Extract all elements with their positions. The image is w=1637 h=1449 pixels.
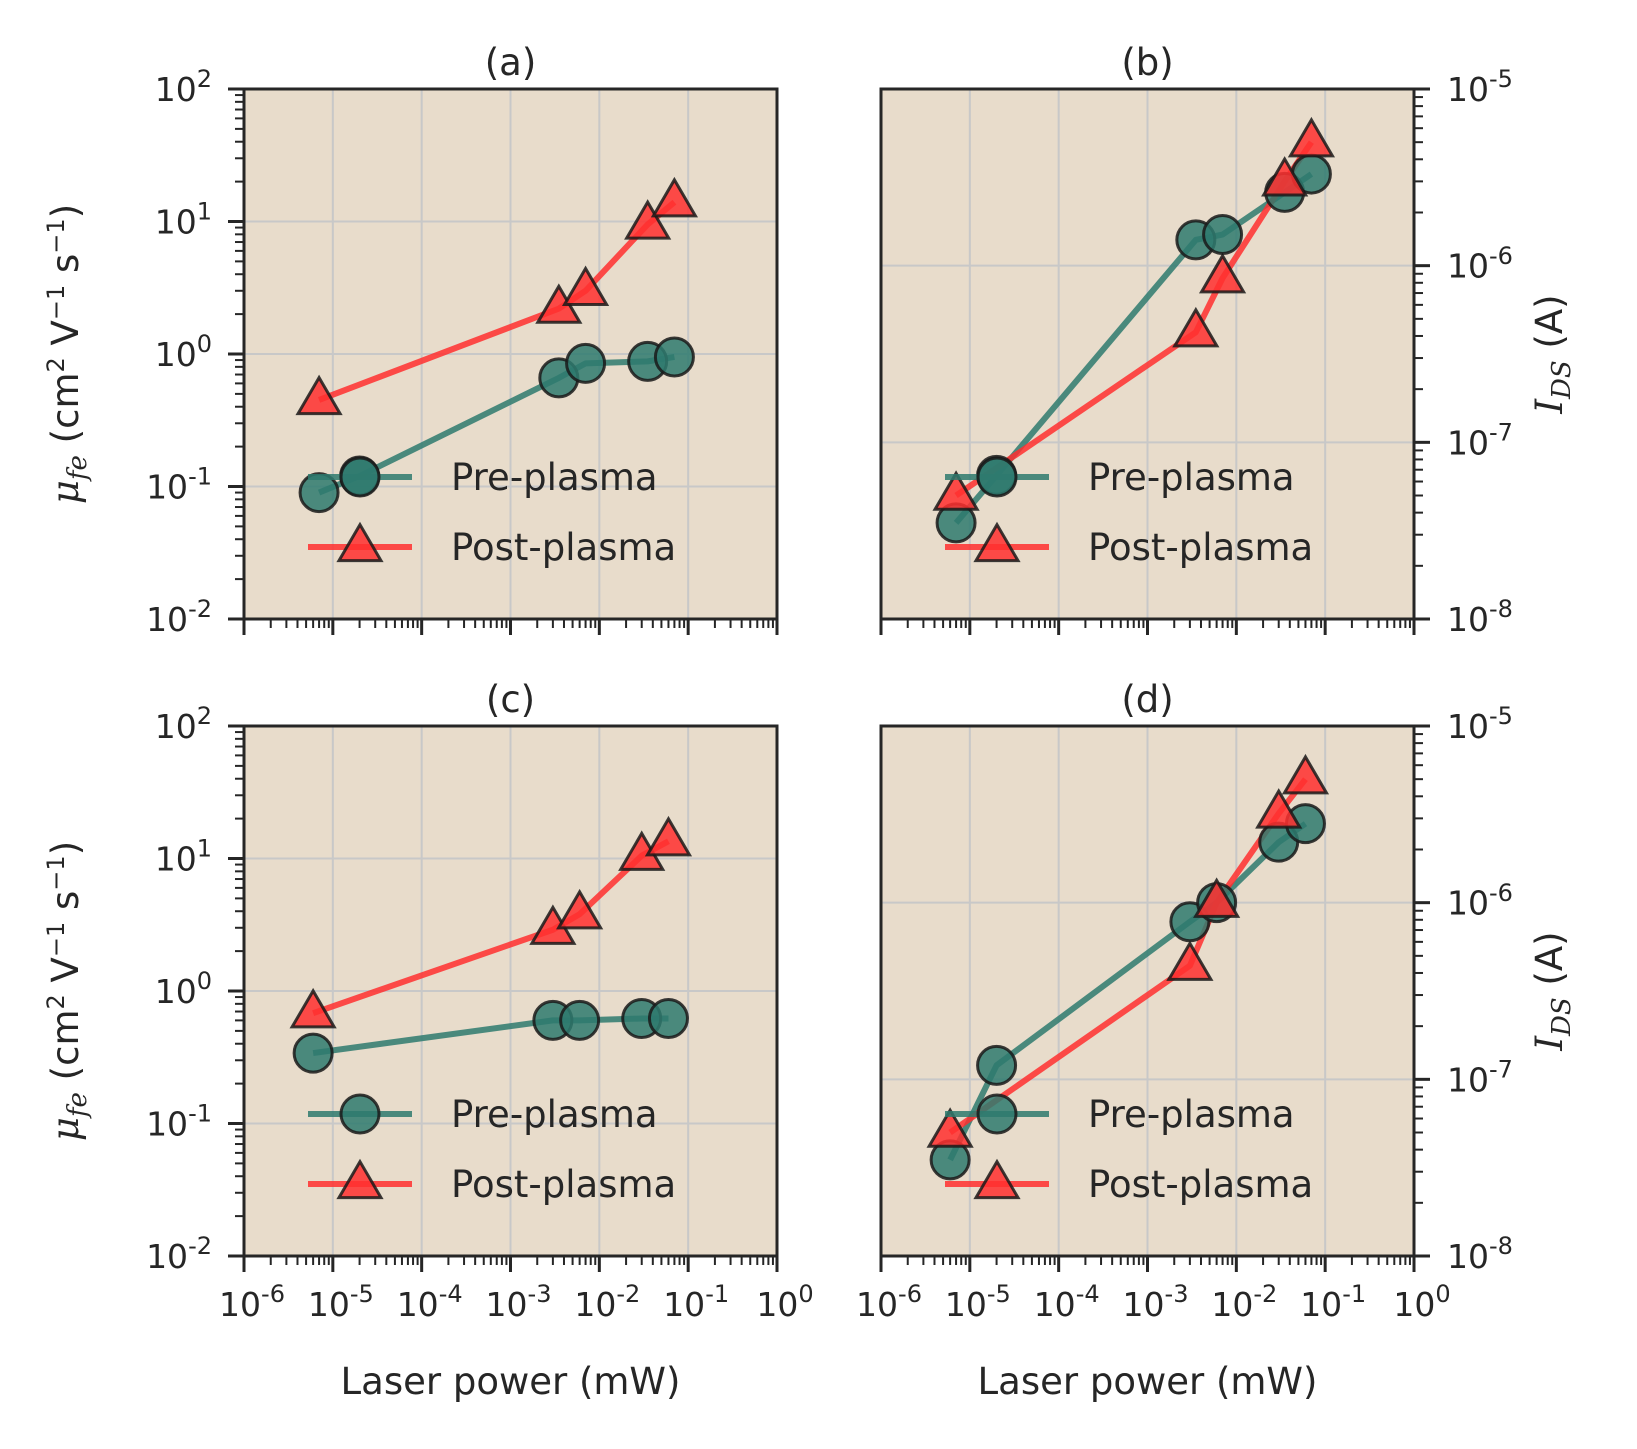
data-point-post-plasma — [556, 888, 604, 930]
x-tick-label: 10-3 — [486, 1280, 552, 1324]
x-tick-label: 10-4 — [1034, 1280, 1100, 1324]
data-point-pre-plasma — [976, 1044, 1018, 1086]
data-point-post-plasma — [289, 987, 337, 1029]
data-point-pre-plasma — [292, 1032, 334, 1074]
y-tick-label: 10-7 — [1447, 1055, 1513, 1099]
y-tick-label: 10-1 — [146, 1100, 212, 1144]
chart-panel-b: 10-8 10-7 10-6 10-5 (b) Pre-plasma Post-plasma… — [879, 41, 1577, 639]
axes-frame — [242, 87, 779, 621]
x-tick-label: 10-3 — [1123, 1280, 1189, 1324]
y-tick-label: 10-6 — [1447, 879, 1513, 923]
legend-label: Post-plasma — [1088, 526, 1313, 569]
y-axis-label: IDS (A) — [1528, 931, 1577, 1051]
y-tick-label: 100 — [155, 330, 212, 374]
y-tick-label: 10-6 — [1447, 242, 1513, 286]
legend-marker-triangle — [336, 521, 384, 563]
legend-label: Pre-plasma — [451, 1093, 658, 1136]
y-axis-label: μfe (cm2 V−1 s−1) — [42, 841, 93, 1141]
legend-label: Post-plasma — [1088, 1163, 1313, 1206]
chart-panel-c: 10-2 10-1 100 101 102 10-6 10-5 10-4 10-3 10-2 10-… — [42, 678, 814, 1403]
legend-marker-triangle — [973, 521, 1021, 563]
legend-label: Pre-plasma — [1088, 456, 1295, 499]
data-point-post-plasma — [1193, 877, 1241, 918]
data-point-post-plasma — [624, 199, 672, 240]
y-tick-label: 102 — [155, 65, 212, 109]
y-tick-label: 10-7 — [1447, 418, 1513, 462]
x-tick-label: 10-5 — [308, 1280, 374, 1324]
data-point-pre-plasma — [1202, 214, 1244, 256]
x-tick-label: 10-6 — [219, 1280, 285, 1324]
panel-title: (a) — [485, 41, 537, 84]
data-point-post-plasma — [644, 815, 693, 857]
axes-frame — [879, 87, 1416, 621]
y-tick-label: 10-1 — [146, 463, 212, 507]
y-tick-label: 102 — [155, 702, 212, 746]
legend-marker-triangle — [973, 1158, 1021, 1200]
data-point-post-plasma — [932, 470, 980, 511]
data-point-post-plasma — [1281, 753, 1330, 795]
y-tick-label: 101 — [155, 198, 212, 242]
panel-title: (d) — [1121, 678, 1173, 721]
data-point-post-plasma — [1166, 940, 1214, 981]
legend-marker-circle — [976, 1093, 1018, 1135]
x-tick-label: 100 — [1393, 1280, 1450, 1324]
y-tick-label: 10-8 — [1447, 1232, 1513, 1276]
y-axis-label: μfe (cm2 V−1 s−1) — [42, 204, 93, 504]
data-point-post-plasma — [650, 176, 699, 218]
data-point-pre-plasma — [565, 342, 607, 384]
y-tick-label: 10-5 — [1447, 702, 1513, 746]
y-tick-label: 10-5 — [1447, 65, 1513, 109]
data-point-post-plasma — [926, 1107, 974, 1148]
data-point-post-plasma — [295, 374, 343, 416]
data-point-post-plasma — [1172, 306, 1220, 348]
axes-frame — [879, 724, 1416, 1258]
legend-marker-circle — [339, 456, 381, 498]
legend-label: Post-plasma — [451, 1163, 676, 1206]
data-point-pre-plasma — [653, 336, 695, 378]
data-point-post-plasma — [1198, 252, 1247, 294]
legend-label: Pre-plasma — [1088, 1093, 1295, 1136]
data-point-post-plasma — [1255, 788, 1303, 829]
x-tick-label: 10-5 — [945, 1280, 1011, 1324]
x-tick-label: 10-2 — [574, 1280, 640, 1324]
x-axis-label: Laser power (mW) — [341, 1360, 681, 1403]
y-tick-label: 10-2 — [146, 595, 212, 639]
x-tick-label: 10-4 — [397, 1280, 463, 1324]
data-point-post-plasma — [1261, 156, 1309, 197]
legend-label: Pre-plasma — [451, 456, 658, 499]
y-tick-label: 101 — [155, 835, 212, 879]
data-point-pre-plasma — [298, 472, 340, 514]
x-tick-label: 10-1 — [663, 1280, 729, 1324]
data-point-pre-plasma — [647, 998, 689, 1040]
legend-marker-triangle — [336, 1158, 384, 1200]
y-tick-label: 100 — [155, 967, 212, 1011]
y-axis-label: IDS (A) — [1528, 294, 1577, 414]
panel-title: (b) — [1121, 41, 1173, 84]
x-tick-label: 100 — [756, 1280, 813, 1324]
x-tick-label: 10-6 — [856, 1280, 922, 1324]
legend-label: Post-plasma — [451, 526, 676, 569]
x-axis-label: Laser power (mW) — [978, 1360, 1318, 1403]
axes-frame — [242, 724, 779, 1258]
panel-title: (c) — [486, 678, 535, 721]
legend-marker-circle — [976, 456, 1018, 498]
data-point-pre-plasma — [559, 999, 601, 1041]
y-tick-label: 10-8 — [1447, 595, 1513, 639]
x-tick-label: 10-2 — [1211, 1280, 1277, 1324]
data-point-post-plasma — [1287, 116, 1336, 158]
y-tick-label: 10-2 — [146, 1232, 212, 1276]
data-point-post-plasma — [561, 265, 610, 306]
chart-panel-d: 10-8 10-7 10-6 10-5 10-6 10-5 10-4 10-3 10-2 10-1… — [856, 678, 1577, 1403]
chart-panel-a: 10-2 10-1 100 101 102 (a) Pre-plasma Post-plasm… — [42, 41, 779, 639]
x-tick-label: 10-1 — [1300, 1280, 1366, 1324]
legend-marker-circle — [339, 1093, 381, 1135]
